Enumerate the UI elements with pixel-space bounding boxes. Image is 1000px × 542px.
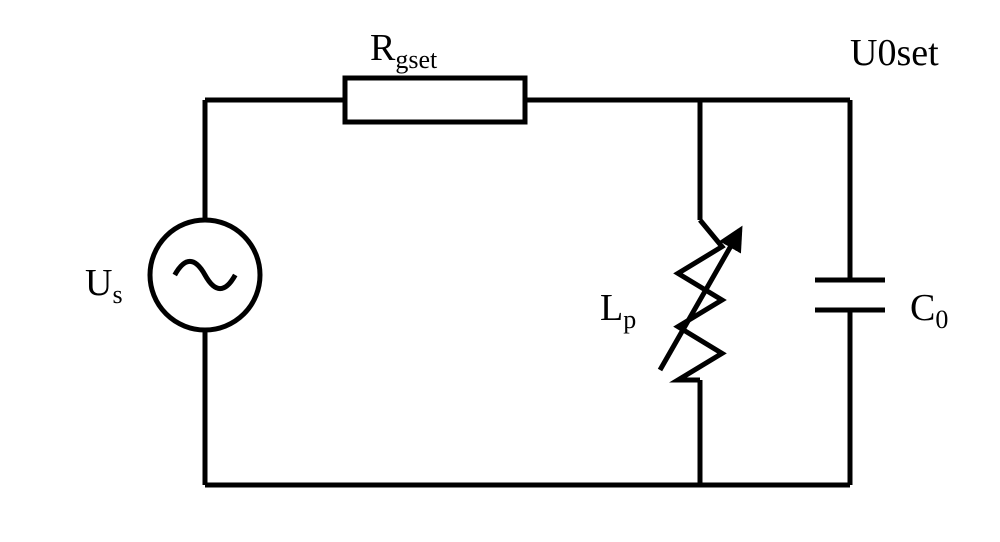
variable-inductor bbox=[660, 220, 740, 380]
output-node-label: U0set bbox=[850, 32, 939, 74]
ac-source bbox=[150, 220, 260, 330]
source-label: Us bbox=[85, 262, 123, 309]
resistor bbox=[345, 78, 525, 122]
capacitor-label: C0 bbox=[910, 287, 948, 334]
inductor-label: Lp bbox=[600, 287, 636, 334]
capacitor bbox=[815, 280, 885, 310]
resistor-label: Rgset bbox=[370, 27, 438, 74]
